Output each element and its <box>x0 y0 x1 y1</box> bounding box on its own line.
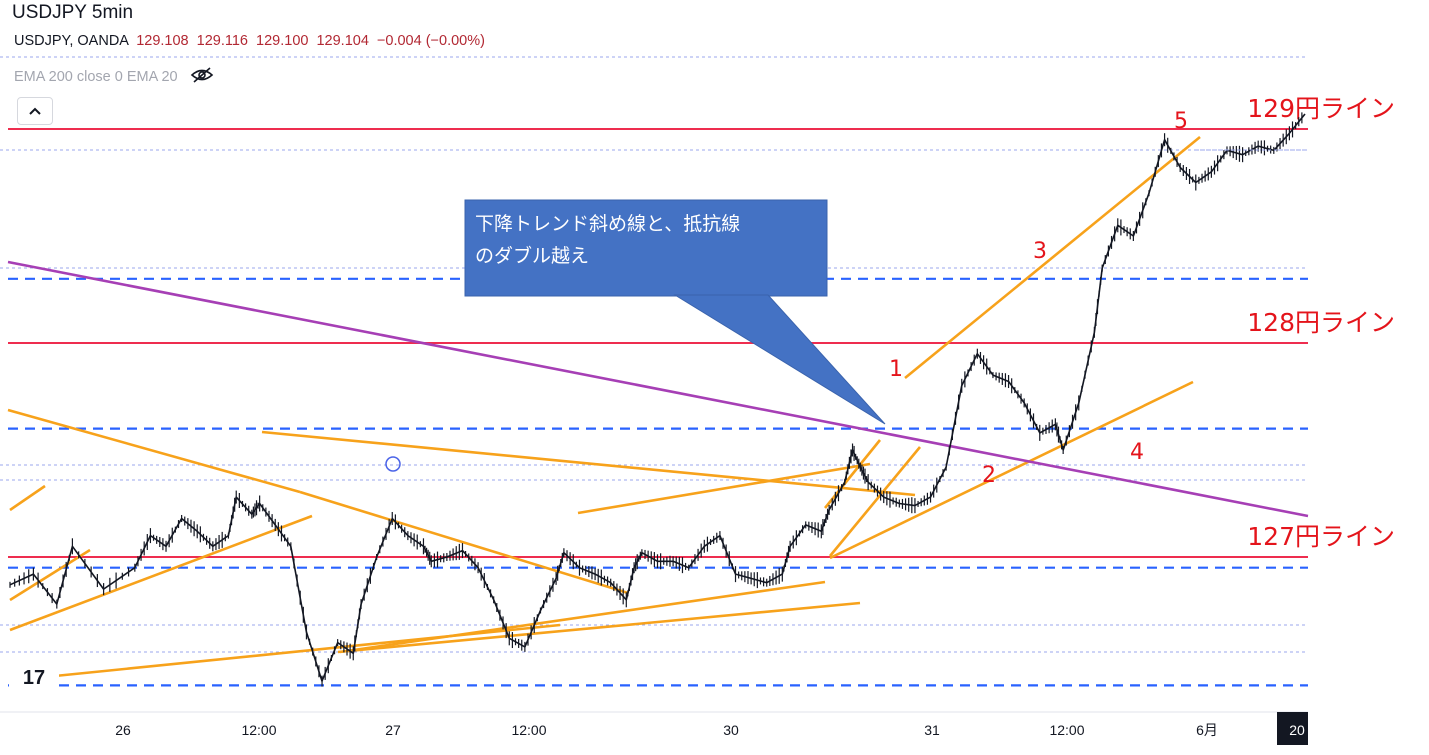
chevron-up-icon <box>29 107 41 115</box>
eye-off-icon[interactable] <box>190 66 214 88</box>
chart-title: USDJPY 5min <box>12 2 134 23</box>
callout-box <box>464 199 828 297</box>
tradingview-logo[interactable]: 17 <box>9 661 59 695</box>
wave-label: 2 <box>982 463 996 488</box>
low-value: 129.100 <box>256 33 309 49</box>
symbol-label: USDJPY, OANDA <box>14 33 129 49</box>
trendline <box>904 135 1201 380</box>
price-level-label: 129円ライン <box>1247 94 1395 123</box>
trendline <box>7 408 301 494</box>
price-level-label: 127円ライン <box>1247 522 1395 551</box>
trendline <box>261 430 916 497</box>
wave-label: 5 <box>1174 109 1188 134</box>
wave-label: 3 <box>1033 239 1047 264</box>
x-tick-label: 6月 <box>1196 722 1218 738</box>
wave-label: 1 <box>889 357 903 382</box>
downtrend-line <box>7 260 1309 518</box>
ohlc-legend: USDJPY, OANDA 129.108 129.116 129.100 12… <box>14 33 485 49</box>
callout-pointer <box>673 294 886 425</box>
x-tick-label: 12:00 <box>241 722 276 738</box>
callout-text: 下降トレンド斜め線と、抵抗線 のダブル越え <box>475 208 820 272</box>
trendline <box>9 484 46 512</box>
trendline <box>337 601 861 654</box>
indicator-label: EMA 200 close 0 EMA 20 <box>14 68 178 85</box>
callout-line-1: 下降トレンド斜め線と、抵抗線 <box>475 213 741 235</box>
close-value: 129.104 <box>316 33 369 49</box>
x-tick-label: 26 <box>115 722 131 738</box>
x-tick-label: 12:00 <box>511 722 546 738</box>
wave-label: 4 <box>1130 440 1144 465</box>
x-tick-label: 12:00 <box>1049 722 1084 738</box>
x-tick-label: 30 <box>723 722 739 738</box>
trendline <box>828 446 922 557</box>
trendline <box>9 514 313 632</box>
callout-line-2: のダブル越え <box>475 245 590 267</box>
trendline <box>9 548 91 602</box>
indicator-legend[interactable]: EMA 200 close 0 EMA 20 <box>14 66 214 88</box>
trendline <box>823 439 882 509</box>
high-value: 129.116 <box>196 33 248 49</box>
x-tick-label: 27 <box>385 722 401 738</box>
current-time-badge <box>1277 712 1308 745</box>
trendline <box>829 380 1194 560</box>
x-tick-label: 31 <box>924 722 940 738</box>
x-tick-label: 20 <box>1289 722 1305 738</box>
trendline <box>339 580 826 654</box>
price-series-line <box>9 113 1306 682</box>
trendline <box>44 623 561 679</box>
change-value: −0.004 (−0.00%) <box>376 33 485 49</box>
price-level-label: 128円ライン <box>1247 308 1395 337</box>
open-value: 129.108 <box>136 33 189 49</box>
marker-circle <box>385 456 401 472</box>
collapse-legend-button[interactable] <box>17 97 53 125</box>
trendline <box>577 462 871 515</box>
trendline <box>299 490 629 595</box>
